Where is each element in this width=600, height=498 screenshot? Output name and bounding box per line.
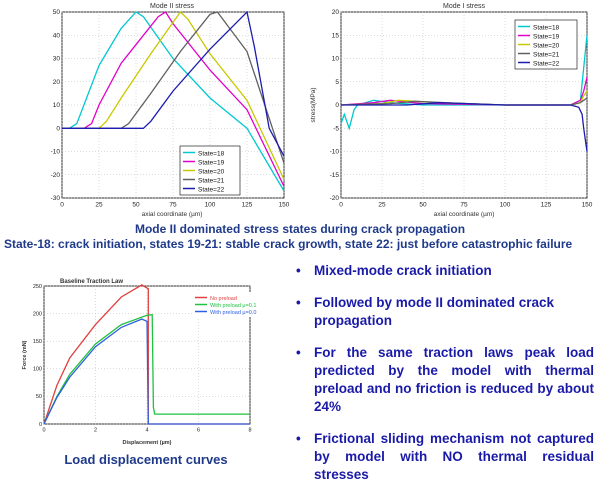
legend-label: State=18 (198, 151, 225, 158)
y-tick-label: -10 (330, 149, 340, 156)
states-note-caption: State-18: crack initiation, states 19-21… (4, 237, 573, 251)
y-tick-label: 15 (332, 32, 340, 39)
y-axis-label: stress(MPa) (310, 87, 317, 122)
x-tick-label: 0 (60, 202, 64, 209)
legend-label: State=19 (198, 160, 225, 167)
bullet-dot-icon: • (296, 295, 301, 310)
legend-label: State=21 (533, 52, 560, 59)
x-tick-label: 75 (169, 202, 177, 209)
bullet-dot-icon: • (296, 431, 301, 446)
x-tick-label: 100 (500, 202, 511, 209)
mode-ii-stress-chart: 0 25 50 75 100 125 150 -30 -20 -10 0 10 20 30 40 50 Mode… (51, 3, 290, 218)
x-tick-label: 150 (582, 202, 593, 209)
y-tick-label: 10 (53, 102, 61, 109)
series-line (62, 11, 285, 164)
y-tick-label: 20 (53, 79, 61, 86)
x-tick-label: 150 (279, 202, 290, 209)
y-tick-label: 200 (33, 311, 42, 317)
legend-label: State=18 (533, 25, 560, 32)
legend-label: State=19 (533, 34, 560, 41)
y-tick-label: 150 (33, 339, 42, 345)
y-tick-label: 20 (332, 9, 340, 16)
x-tick-label: 6 (197, 428, 200, 434)
x-tick-label: 75 (460, 202, 468, 209)
x-tick-label: 100 (205, 202, 216, 209)
load-curves-caption: Load displacement curves (64, 452, 228, 467)
bullet-item: • Frictional sliding mechanism not captur… (294, 430, 594, 484)
series-line (62, 11, 285, 187)
x-axis-label: Displacement (µm) (122, 440, 171, 446)
legend-label: State=20 (198, 169, 225, 176)
legend-label: No preload (210, 296, 237, 302)
legend-label: State=20 (533, 43, 560, 50)
x-tick-label: 125 (242, 202, 253, 209)
y-tick-label: -30 (51, 195, 61, 202)
bullet-item: • For the same traction laws peak load pr… (294, 344, 594, 416)
x-tick-label: 0 (339, 202, 343, 209)
series-line (43, 318, 250, 425)
legend-label: With preload μ=0.0 (210, 310, 256, 316)
y-tick-label: 50 (53, 9, 61, 16)
x-axis-label: axial coordinate (µm) (434, 211, 495, 218)
y-tick-label: -20 (51, 172, 61, 179)
x-axis-label: axial coordinate (µm) (142, 211, 203, 218)
bullet-list: • Mixed-mode crack initiation • Followed b… (294, 262, 594, 498)
x-tick-label: 8 (248, 428, 251, 434)
bullet-dot-icon: • (296, 263, 301, 278)
y-tick-label: 50 (36, 394, 42, 400)
x-tick-label: 25 (378, 202, 386, 209)
legend-label: State=21 (198, 178, 225, 185)
bullet-dot-icon: • (296, 345, 301, 360)
series-line (62, 10, 285, 157)
x-tick-label: 0 (42, 428, 45, 434)
legend-label: With preload μ=0.1 (210, 303, 256, 309)
traction-law-chart: 0 2 4 6 8 0 50 100 150 200 250 Baseline Traction La… (22, 279, 256, 446)
y-tick-label: -10 (51, 149, 61, 156)
series-line (62, 11, 285, 192)
mode-i-stress-chart: 0 25 50 75 100 125 150 -20 -15 -10 -5 0 5 10 15 20 Mode … (310, 3, 593, 218)
stress-states-caption: Mode II dominated stress states during c… (134, 222, 466, 236)
series-line (43, 313, 250, 425)
y-tick-label: 100 (33, 367, 42, 373)
legend-label: State=22 (198, 187, 225, 194)
y-tick-label: -15 (330, 172, 340, 179)
chart-title: Baseline Traction Law (60, 279, 123, 285)
y-tick-label: 5 (335, 79, 339, 86)
y-tick-label: 0 (39, 422, 42, 428)
x-tick-label: 125 (541, 202, 552, 209)
x-tick-label: 25 (95, 202, 103, 209)
series-line (62, 11, 285, 180)
bullet-text: For the same traction laws peak load pre… (314, 345, 594, 414)
x-tick-label: 4 (145, 428, 148, 434)
y-tick-label: -5 (333, 125, 339, 132)
bullet-text: Frictional sliding mechanism not capture… (314, 431, 594, 482)
bullet-item: • Followed by mode II dominated crack pro… (294, 294, 594, 330)
y-tick-label: 0 (335, 102, 339, 109)
bullet-item: • Mixed-mode crack initiation (294, 262, 594, 280)
y-tick-label: 40 (53, 32, 61, 39)
bullet-text: Mixed-mode crack initiation (314, 263, 492, 278)
y-tick-label: 0 (56, 125, 60, 132)
series-line (341, 102, 588, 152)
y-tick-label: 10 (332, 56, 340, 63)
y-tick-label: 250 (33, 284, 42, 290)
y-axis-label: Force (mN) (22, 340, 28, 369)
chart-title: Mode II stress (150, 3, 194, 10)
legend-label: State=22 (533, 61, 560, 68)
x-tick-label: 50 (132, 202, 140, 209)
bullet-text: Followed by mode II dominated crack prop… (314, 295, 555, 328)
y-tick-label: 30 (53, 56, 61, 63)
chart-title: Mode I stress (443, 3, 486, 10)
x-tick-label: 50 (419, 202, 427, 209)
x-tick-label: 2 (94, 428, 97, 434)
y-tick-label: -20 (330, 195, 340, 202)
